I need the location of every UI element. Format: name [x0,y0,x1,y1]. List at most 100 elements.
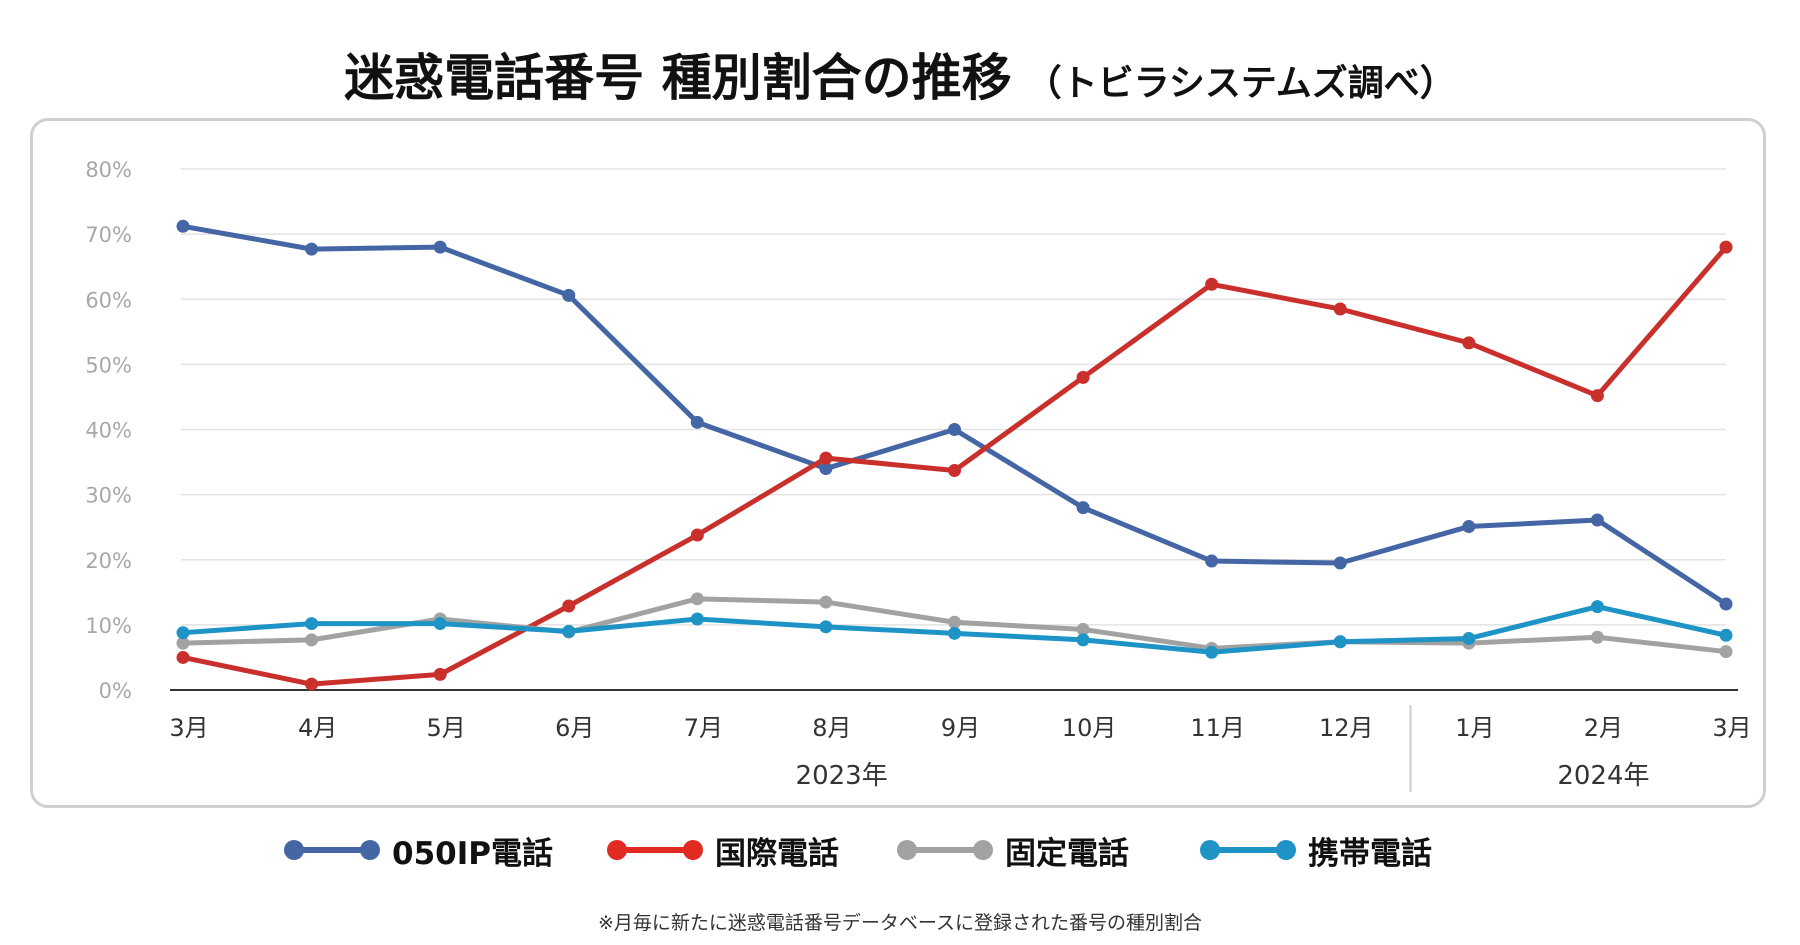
x-tick-label: 10月 [1062,714,1117,742]
legend-dot-landline-left [897,840,917,860]
x-tick-label: 5月 [427,714,466,742]
legend-dot-mobile-left [1200,840,1220,860]
legend-item-landline: 固定電話 [897,828,1129,872]
data-point [1719,597,1733,611]
series-3 [176,600,1733,659]
data-point [305,617,319,631]
data-point [305,677,319,691]
data-point [433,617,447,631]
data-point [948,423,961,436]
data-point [819,620,833,634]
legend-swatch-international [607,838,703,862]
legend-line-mobile [1208,847,1288,853]
data-point [1333,556,1347,570]
y-tick-label: 60% [85,288,132,312]
data-point [948,615,961,629]
data-point [1719,240,1733,254]
legend-swatch-050ip [284,838,380,862]
y-tick-label: 0% [99,679,132,703]
y-tick-label: 70% [85,223,132,247]
data-point [819,462,833,476]
y-tick-label: 50% [85,353,132,377]
data-point [1076,633,1090,647]
data-point [1462,632,1476,646]
legend: 050IP電話 国際電話 固定電話 携帯電話 [0,828,1800,872]
x-tick-label: 8月 [812,714,851,742]
chart-title-main: 迷惑電話番号 種別割合の推移 [344,49,1012,107]
x-tick-label: 2月 [1584,714,1623,742]
legend-label-050ip: 050IP電話 [392,835,553,872]
data-point [1590,630,1604,644]
data-point [1076,501,1090,515]
series-1 [176,240,1733,691]
data-point [1205,277,1219,291]
legend-swatch-mobile [1200,838,1296,862]
data-point [690,415,704,429]
data-point [819,595,833,609]
data-point [176,650,190,664]
y-axis-ticks: 0% 10% 20% 30% 40% 50% 60% 70% 80% [85,158,132,703]
legend-label-mobile: 携帯電話 [1308,835,1432,872]
data-point [690,592,704,606]
data-point [1205,554,1219,568]
data-point [305,242,319,256]
year-group-label: 2023年 [796,761,888,791]
x-tick-label: 3月 [169,714,208,742]
x-tick-label: 12月 [1319,714,1374,742]
data-point [1590,600,1604,614]
chart-title: 迷惑電話番号 種別割合の推移 （トビラシステムズ調べ） [0,38,1800,110]
legend-swatch-landline [897,838,993,862]
legend-line-050ip [292,847,372,853]
series-line [180,223,1729,607]
series-lines [176,219,1733,691]
legend-item-050ip: 050IP電話 [284,828,553,872]
y-tick-label: 30% [85,484,132,508]
data-point [690,612,704,626]
y-tick-label: 20% [85,549,132,573]
data-point [562,288,576,302]
data-point [305,633,319,647]
x-tick-label: 4月 [298,714,337,742]
data-point [1590,389,1604,403]
legend-dot-international-right [683,840,703,860]
data-point [690,528,704,542]
data-point [1333,635,1347,649]
series-0 [176,219,1733,611]
legend-dot-050ip-left [284,840,304,860]
footnote: ※月毎に新たに迷惑電話番号データベースに登録された番号の種別割合 [598,912,1202,934]
data-point [1719,645,1733,659]
legend-line-landline [905,847,985,853]
y-tick-label: 10% [85,614,132,638]
data-point [1462,336,1476,350]
data-point [176,626,190,640]
x-tick-label: 1月 [1455,714,1494,742]
legend-label-international: 国際電話 [715,835,839,872]
y-tick-label: 80% [85,158,132,182]
x-tick-label: 11月 [1190,714,1245,742]
chart-frame [30,118,1766,808]
data-point [819,451,833,465]
legend-dot-landline-right [973,840,993,860]
data-point [948,626,961,640]
data-point [562,599,576,613]
data-point [1076,622,1090,636]
data-point [1462,520,1476,534]
data-point [176,219,190,233]
data-point [948,464,961,478]
data-point [1076,370,1090,384]
legend-label-landline: 固定電話 [1005,835,1129,872]
data-point [176,636,190,650]
data-point [1205,645,1219,659]
chart-subtitle: （トビラシステムズ調べ） [1025,63,1456,104]
data-point [433,667,447,681]
data-point [1333,302,1347,316]
x-tick-label: 6月 [555,714,594,742]
data-point [1719,628,1733,642]
legend-dot-mobile-right [1276,840,1296,860]
data-point [1590,513,1604,527]
y-tick-label: 40% [85,419,132,443]
legend-dot-international-left [607,840,627,860]
legend-dot-050ip-right [360,840,380,860]
x-tick-label: 3月 [1712,714,1751,742]
